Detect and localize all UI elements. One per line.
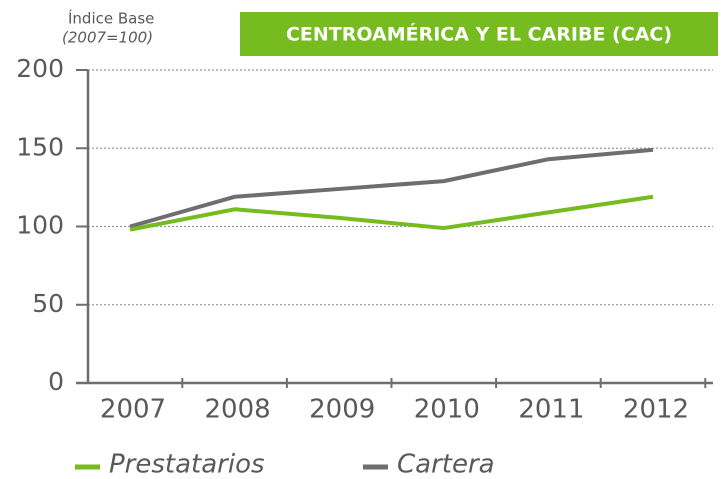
title-box xyxy=(240,12,718,56)
x-tick-label: 2010 xyxy=(414,395,480,425)
legend-label: Cartera xyxy=(397,450,495,479)
y-axis-label: Índice Base xyxy=(68,9,154,28)
series-line xyxy=(129,194,654,232)
y-tick-label: 150 xyxy=(16,132,64,161)
y-tick-label: 200 xyxy=(16,54,64,83)
y-axis-sublabel: (2007=100) xyxy=(62,29,153,47)
x-tick-label: 2009 xyxy=(309,395,375,425)
x-tick-label: 2008 xyxy=(205,395,271,425)
x-tick-label: 2007 xyxy=(100,395,166,425)
y-tick-label: 50 xyxy=(32,289,64,318)
legend-label: Prestatarios xyxy=(109,450,265,479)
y-tick-label: 100 xyxy=(16,211,64,240)
chart-title: CENTROAMÉRICA Y EL CARIBE (CAC) xyxy=(286,23,672,46)
y-tick-label: 0 xyxy=(48,367,64,396)
x-tick-label: 2012 xyxy=(623,395,689,425)
series-line xyxy=(129,147,654,229)
x-tick-label: 2011 xyxy=(518,395,584,425)
